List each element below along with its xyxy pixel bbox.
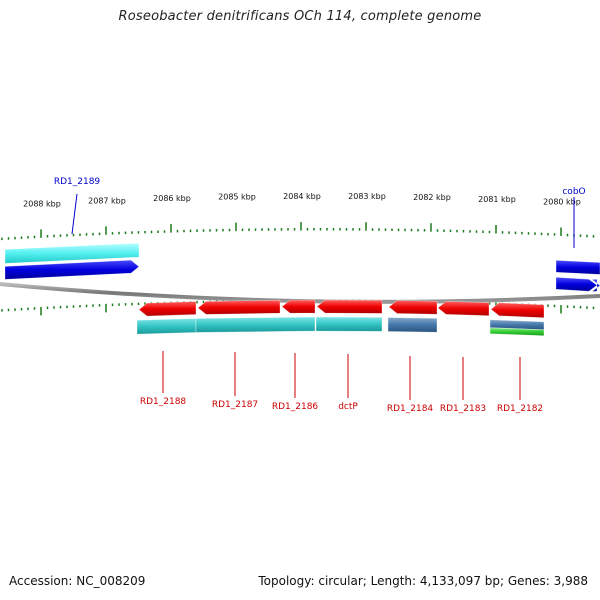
gene-arrow-rd1-2187[interactable] — [197, 299, 281, 315]
upper-scale-ticks — [1, 222, 595, 241]
gene-labels: RD1_2189 cobO RD1_2188 RD1_2187 RD1_2186 dctP… — [54, 177, 586, 414]
cds-feature-rd1-2188[interactable] — [136, 318, 197, 335]
gene-label[interactable]: RD1_2188 — [140, 397, 187, 407]
cds-feature-dctp[interactable] — [315, 316, 383, 332]
cds-feature-rd1-2182-b[interactable] — [489, 327, 545, 337]
gene-arrow-rd1-2183[interactable] — [437, 301, 490, 317]
gene-leader-line — [71, 193, 78, 235]
scale-label: 2087 kbp — [88, 196, 126, 205]
topology-text: Topology: circular; Length: 4,133,097 bp… — [258, 574, 588, 588]
scale-label: 2084 kbp — [283, 192, 321, 201]
gene-label[interactable]: RD1_2184 — [387, 404, 434, 414]
scale-label: 2085 kbp — [218, 193, 256, 202]
gene-features — [4, 242, 600, 337]
gene-arrow-rd1-2188[interactable] — [138, 301, 197, 317]
gene-label[interactable]: RD1_2187 — [212, 400, 258, 410]
gene-label[interactable]: dctP — [338, 402, 358, 412]
gene-label[interactable]: RD1_2189 — [54, 177, 101, 187]
gene-arrow-cobo-upper[interactable] — [555, 259, 600, 275]
gene-arrow-rd1-2186[interactable] — [281, 299, 316, 314]
scale-label: 2086 kbp — [153, 194, 191, 203]
gene-label[interactable]: RD1_2182 — [497, 404, 543, 414]
gene-label[interactable]: RD1_2183 — [440, 404, 486, 414]
cds-feature-rd1-2184[interactable] — [387, 317, 438, 333]
gene-arrow-rd1-2189[interactable] — [4, 259, 140, 280]
scale-label: 2088 kbp — [23, 199, 61, 208]
scale-label: 2082 kbp — [413, 193, 451, 202]
cds-feature-rd1-2189[interactable] — [4, 242, 140, 264]
gene-arrow-dctp[interactable] — [316, 299, 383, 314]
gene-arrow-rd1-2182[interactable] — [490, 302, 545, 319]
gene-arrow-next[interactable] — [591, 278, 600, 292]
gene-label[interactable]: RD1_2186 — [272, 402, 319, 412]
gene-arrow-cobo[interactable] — [555, 276, 598, 292]
genome-title: Roseobacter denitrificans OCh 114, compl… — [118, 9, 482, 24]
gene-arrow-rd1-2184[interactable] — [388, 300, 438, 315]
scale-labels: 2088 kbp 2087 kbp 2086 kbp 2085 kbp 2084 kbp… — [23, 192, 581, 208]
genome-backbone — [0, 282, 600, 304]
scale-label: 2080 kbp — [543, 198, 581, 207]
scale-label: 2081 kbp — [478, 195, 516, 204]
accession-text: Accession: NC_008209 — [9, 574, 146, 588]
scale-label: 2083 kbp — [348, 192, 386, 201]
cds-feature-rd1-2187[interactable] — [195, 316, 316, 333]
gene-label[interactable]: cobO — [562, 187, 585, 197]
